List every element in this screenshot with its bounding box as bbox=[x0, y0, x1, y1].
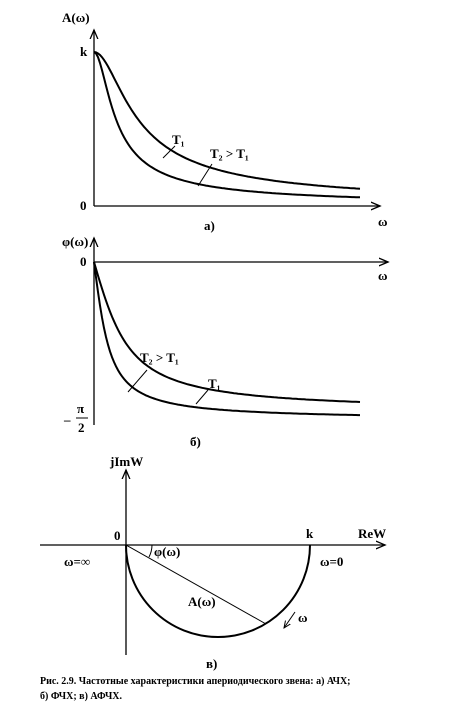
label: ω=0 bbox=[320, 554, 343, 569]
leader bbox=[127, 369, 148, 393]
curve bbox=[93, 261, 361, 403]
label: T₁ bbox=[172, 132, 185, 147]
label: jImW bbox=[109, 454, 143, 469]
label: ω bbox=[298, 610, 308, 625]
label: φ(ω) bbox=[62, 234, 88, 249]
label: π bbox=[77, 401, 84, 416]
label: 0 bbox=[80, 198, 87, 213]
label: в) bbox=[206, 656, 217, 671]
leader bbox=[195, 389, 209, 405]
label: ω=∞ bbox=[64, 554, 90, 569]
label: ReW bbox=[358, 526, 386, 541]
leader bbox=[162, 145, 176, 159]
label: 0 bbox=[80, 254, 87, 269]
radius-vector bbox=[125, 544, 267, 625]
label: k bbox=[306, 526, 314, 541]
caption: Рис. 2.9. Частотные характеристики апери… bbox=[40, 676, 351, 687]
label: ω bbox=[378, 214, 388, 229]
angle-arc bbox=[148, 544, 153, 558]
label: а) bbox=[204, 218, 215, 233]
label: T₂ > T₁ bbox=[210, 146, 249, 161]
hodograph bbox=[125, 544, 311, 638]
label: φ(ω) bbox=[154, 544, 180, 559]
direction-arrow bbox=[284, 611, 296, 628]
leader bbox=[197, 163, 213, 187]
label: A(ω) bbox=[62, 10, 90, 25]
label: T₂ > T₁ bbox=[140, 350, 179, 365]
label: – bbox=[63, 412, 71, 427]
curve bbox=[93, 51, 360, 199]
label: A(ω) bbox=[188, 594, 216, 609]
label: T₁ bbox=[208, 376, 221, 391]
label: б) bbox=[190, 434, 201, 449]
label: ω bbox=[378, 268, 388, 283]
label: 0 bbox=[114, 528, 121, 543]
curve bbox=[93, 261, 360, 417]
label: 2 bbox=[78, 420, 85, 435]
caption: б) ФЧХ; в) АФЧХ. bbox=[40, 691, 123, 702]
curve bbox=[93, 51, 361, 190]
label: k bbox=[80, 44, 88, 59]
